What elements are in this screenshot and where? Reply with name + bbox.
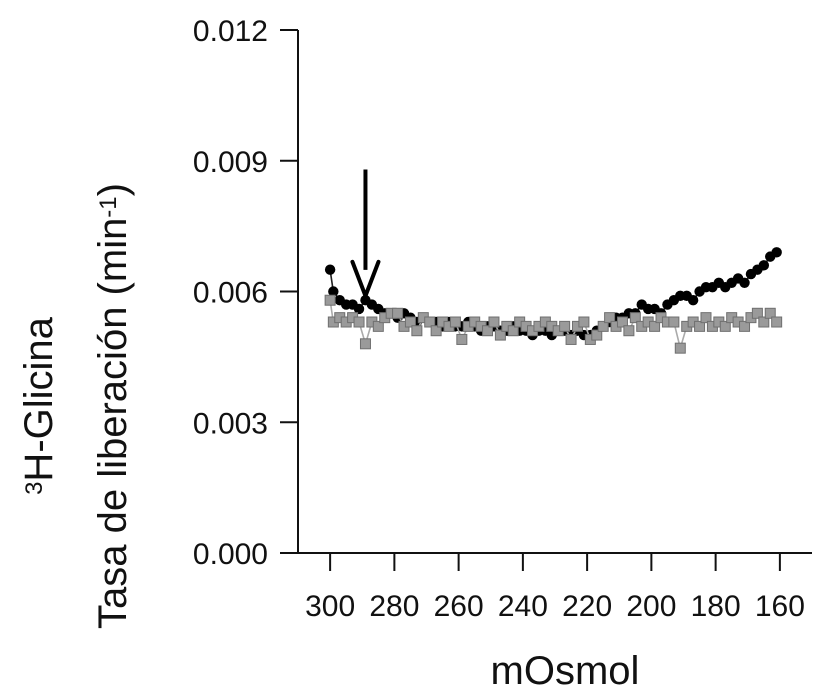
x-tick-label: 280 — [369, 590, 419, 623]
data-point-square — [649, 320, 661, 332]
data-point-square — [629, 312, 641, 324]
data-point-square — [372, 320, 384, 332]
data-point-square — [623, 325, 635, 337]
plot-area: 0.000 0.003 0.006 0.009 0.012 300 280 260 240 220… — [193, 15, 812, 623]
data-point-square — [392, 307, 404, 319]
data-point-square — [559, 320, 571, 332]
data-point-square — [359, 338, 371, 350]
y-axis-label-line2: Tasa de liberación (min-1) — [91, 183, 135, 629]
data-point-square — [591, 329, 603, 341]
data-point-circle — [328, 286, 339, 297]
data-point-square — [758, 316, 770, 328]
x-tick-label: 160 — [755, 590, 805, 623]
data-point-square — [578, 316, 590, 328]
data-point-circle — [739, 277, 750, 288]
data-point-square — [674, 342, 686, 354]
data-point-square — [565, 333, 577, 345]
x-tick-label: 180 — [691, 590, 741, 623]
data-point-square — [604, 312, 616, 324]
data-point-circle — [687, 295, 699, 306]
data-point-circle — [771, 247, 782, 258]
data-point-square — [411, 325, 423, 337]
x-tick-label: 200 — [626, 590, 676, 623]
data-point-square — [700, 312, 712, 324]
annotation-arrow-head — [350, 259, 381, 298]
data-point-square — [764, 307, 776, 319]
data-point-square — [668, 316, 680, 328]
y-tick-label: 0.012 — [193, 15, 268, 48]
y-tick-label: 0.000 — [193, 538, 268, 571]
data-point-circle — [324, 264, 336, 275]
x-tick-label: 240 — [498, 590, 548, 623]
data-point-circle — [353, 303, 365, 315]
data-point-square — [597, 320, 609, 332]
y-axis-label: 3H-Glicina Tasa de liberación (min-1) — [17, 183, 135, 629]
data-point-square — [616, 316, 628, 328]
series-square — [324, 294, 783, 354]
y-axis-label-line2-close: ) — [91, 183, 135, 196]
y-tick-label: 0.003 — [193, 407, 268, 440]
data-point-square — [507, 325, 519, 337]
data-point-square — [739, 320, 751, 332]
x-tick-label: 260 — [434, 590, 484, 623]
x-axis-label: mOsmol — [491, 649, 640, 693]
data-point-square — [430, 325, 442, 337]
data-point-square — [771, 316, 783, 328]
data-point-square — [449, 316, 461, 328]
data-point-circle — [758, 260, 770, 271]
data-point-square — [324, 294, 336, 306]
x-tick-label: 220 — [562, 590, 612, 623]
y-axis-label-line2-sup: -1 — [95, 196, 122, 217]
y-tick-label: 0.009 — [193, 146, 268, 179]
y-axis-label-line1-sup: 3 — [21, 482, 48, 495]
y-axis-label-line1: 3H-Glicina — [17, 316, 61, 495]
y-axis-label-line2-text: Tasa de liberación (min — [91, 218, 135, 629]
data-point-square — [694, 320, 706, 332]
data-point-square — [424, 316, 436, 328]
data-point-square — [719, 320, 731, 332]
x-tick-label: 300 — [305, 590, 355, 623]
data-point-square — [751, 307, 763, 319]
data-point-square — [404, 316, 416, 328]
data-point-square — [456, 333, 468, 345]
data-point-square — [494, 329, 506, 341]
y-tick-label: 0.006 — [193, 277, 268, 310]
data-point-square — [353, 316, 365, 328]
y-axis-label-line1-text: H-Glicina — [17, 316, 61, 481]
data-point-square — [482, 325, 494, 337]
annotation-arrow — [350, 169, 381, 298]
data-point-square — [488, 316, 500, 328]
